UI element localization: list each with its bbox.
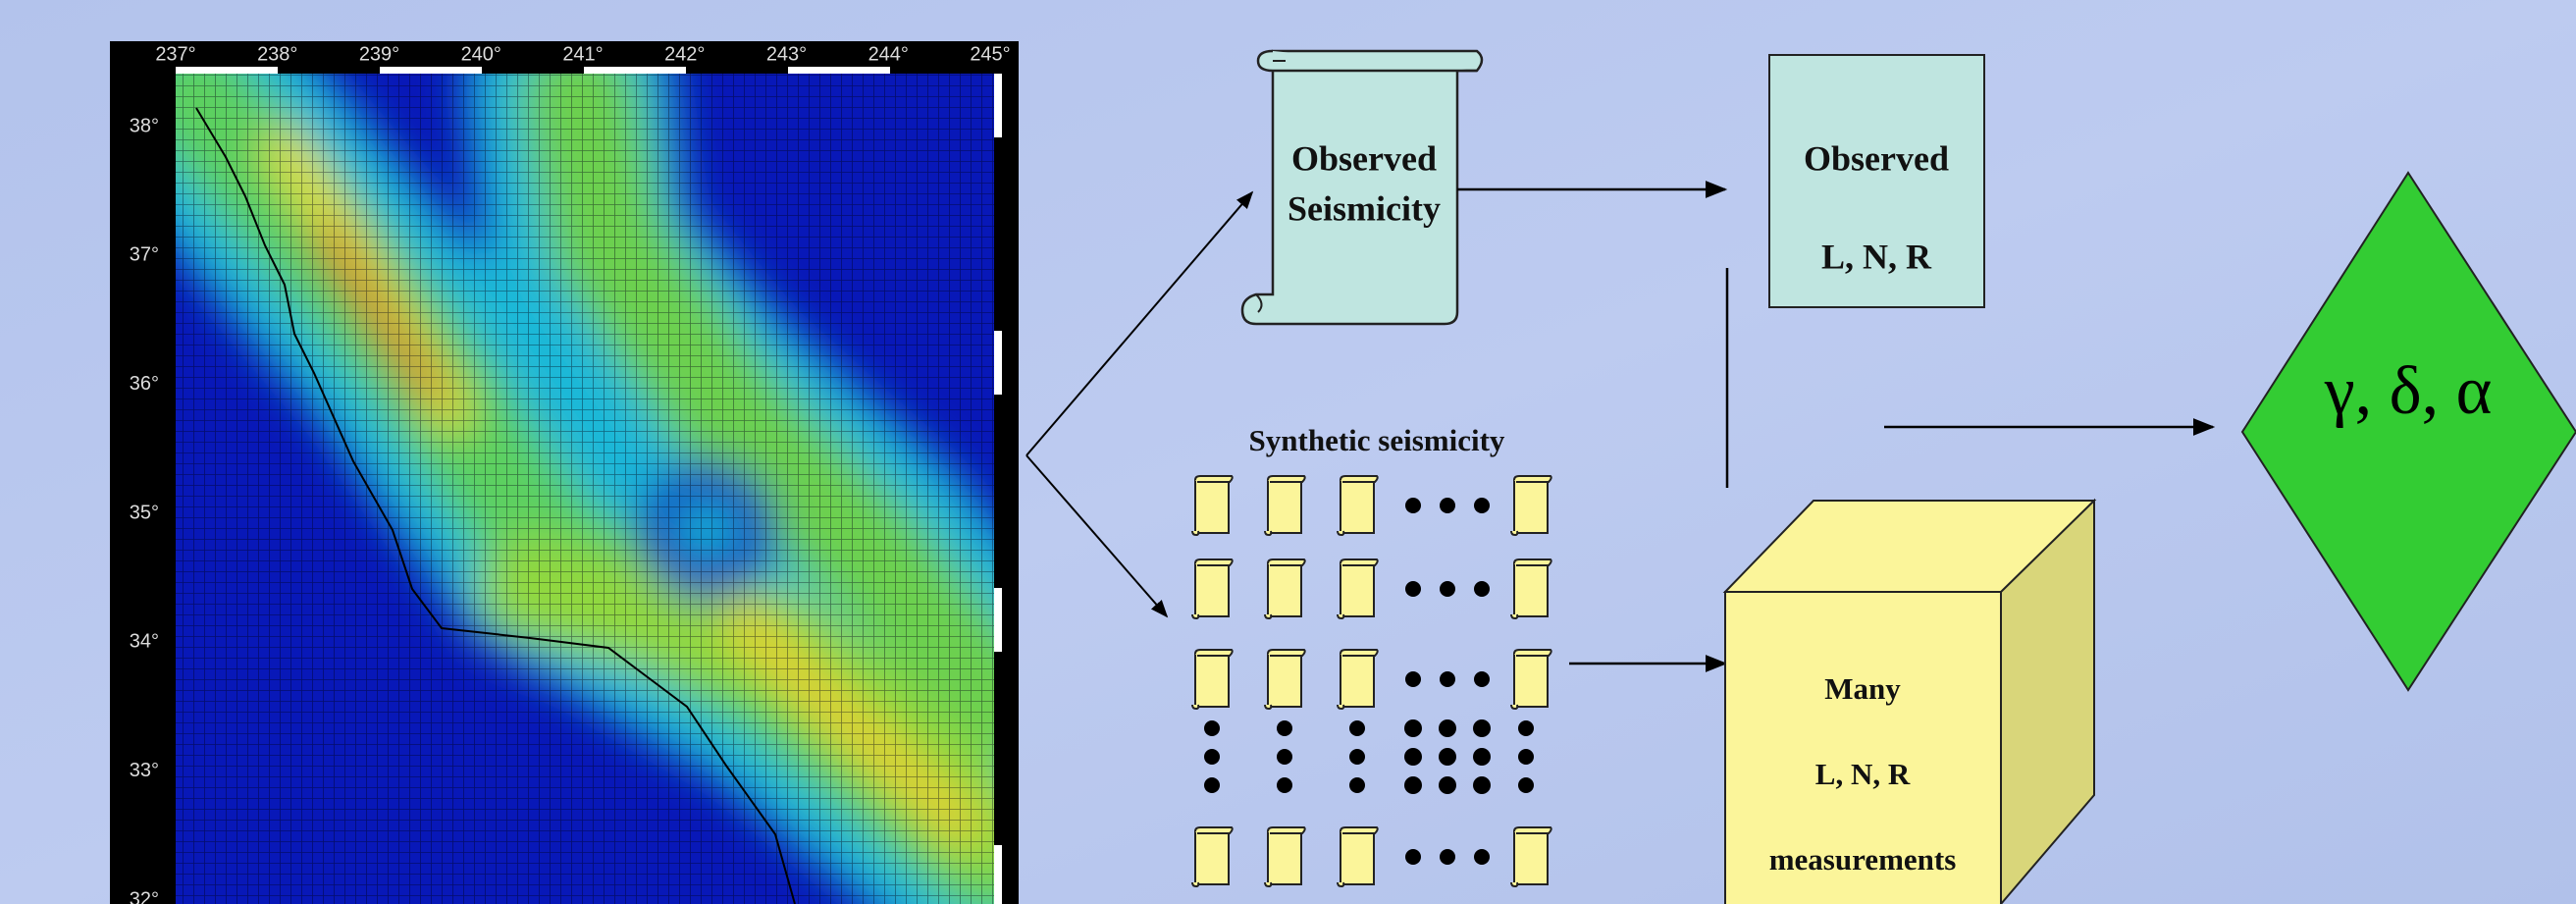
- frame-tick: [994, 588, 1002, 652]
- dot: [1405, 581, 1421, 597]
- y-axis-label: 32°: [130, 888, 159, 904]
- mini-scroll: [1338, 559, 1378, 618]
- dot: [1440, 671, 1455, 687]
- mini-scroll: [1265, 650, 1305, 709]
- x-axis-label: 238°: [257, 43, 297, 65]
- mini-scroll: [1511, 476, 1551, 535]
- dot: [1405, 849, 1421, 865]
- frame-tick: [584, 67, 686, 74]
- slide: 237° 238° 239° 240° 241° 242° 243° 244° 245° 38° 3…: [0, 0, 2576, 904]
- mini-scroll: [1265, 476, 1305, 535]
- y-axis-label: 36°: [130, 373, 159, 395]
- frame-tick: [994, 845, 1002, 904]
- dot: [1405, 498, 1421, 513]
- frame-tick: [176, 67, 278, 74]
- dot: [1473, 776, 1491, 794]
- dot: [1277, 749, 1292, 765]
- dot: [1474, 498, 1490, 513]
- frame-tick: [994, 331, 1002, 395]
- mini-scroll: [1265, 827, 1305, 886]
- dot: [1349, 777, 1365, 793]
- y-axis-label: 34°: [130, 631, 159, 653]
- mini-scroll: [1511, 559, 1551, 618]
- mini-scroll: [1192, 827, 1233, 886]
- mini-scroll: [1338, 650, 1378, 709]
- x-axis-label: 239°: [359, 43, 399, 65]
- dot: [1473, 719, 1491, 737]
- mini-scroll: [1511, 650, 1551, 709]
- dot: [1518, 749, 1534, 765]
- y-axis-label: 37°: [130, 244, 159, 266]
- dot: [1404, 776, 1422, 794]
- label: L, N, R: [1815, 757, 1911, 791]
- dot: [1439, 748, 1456, 766]
- mini-scroll: [1338, 476, 1378, 535]
- mini-scroll: [1192, 476, 1233, 535]
- dot: [1474, 581, 1490, 597]
- label: measurements: [1769, 842, 1957, 877]
- x-axis-label: 243°: [766, 43, 807, 65]
- y-axis-label: 38°: [130, 115, 159, 136]
- x-axis-label: 242°: [664, 43, 705, 65]
- label: Seismicity: [1288, 188, 1441, 228]
- synthetic-title: Synthetic seismicity: [1249, 423, 1505, 457]
- x-axis-label: 240°: [461, 43, 501, 65]
- dot: [1277, 777, 1292, 793]
- label: Observed: [1291, 138, 1437, 178]
- frame-tick: [380, 67, 482, 74]
- x-axis-label: 244°: [868, 43, 909, 65]
- x-axis-label: 241°: [562, 43, 603, 65]
- dot: [1518, 777, 1534, 793]
- mini-scroll: [1265, 559, 1305, 618]
- label: Many: [1824, 671, 1901, 706]
- dot: [1404, 719, 1422, 737]
- dot: [1349, 720, 1365, 736]
- dot: [1277, 720, 1292, 736]
- dot: [1518, 720, 1534, 736]
- dot: [1405, 671, 1421, 687]
- y-axis-label: 33°: [130, 760, 159, 781]
- observed-scroll: Observed Seismicity: [1242, 51, 1482, 324]
- label: Observed: [1804, 138, 1949, 178]
- dot: [1440, 581, 1455, 597]
- mini-scroll: [1511, 827, 1551, 886]
- mini-scroll: [1192, 650, 1233, 709]
- dot: [1404, 748, 1422, 766]
- x-axis-label: 237°: [155, 43, 195, 65]
- y-axis-label: 35°: [130, 502, 159, 523]
- dot: [1474, 849, 1490, 865]
- dot: [1349, 749, 1365, 765]
- dot: [1473, 748, 1491, 766]
- label: L, N, R: [1821, 237, 1932, 276]
- result-label: γ, δ, α: [2324, 353, 2493, 429]
- mini-scroll: [1192, 559, 1233, 618]
- dot: [1204, 720, 1220, 736]
- dot: [1440, 498, 1455, 513]
- x-axis-label: 245°: [970, 43, 1010, 65]
- dot: [1439, 719, 1456, 737]
- frame-tick: [994, 74, 1002, 137]
- frame-tick: [788, 67, 890, 74]
- dot: [1474, 671, 1490, 687]
- dot: [1204, 777, 1220, 793]
- dot: [1439, 776, 1456, 794]
- mini-scroll: [1338, 827, 1378, 886]
- dot: [1204, 749, 1220, 765]
- seismicity-map: 237° 238° 239° 240° 241° 242° 243° 244° 245° 38° 3…: [110, 41, 1019, 904]
- dot: [1440, 849, 1455, 865]
